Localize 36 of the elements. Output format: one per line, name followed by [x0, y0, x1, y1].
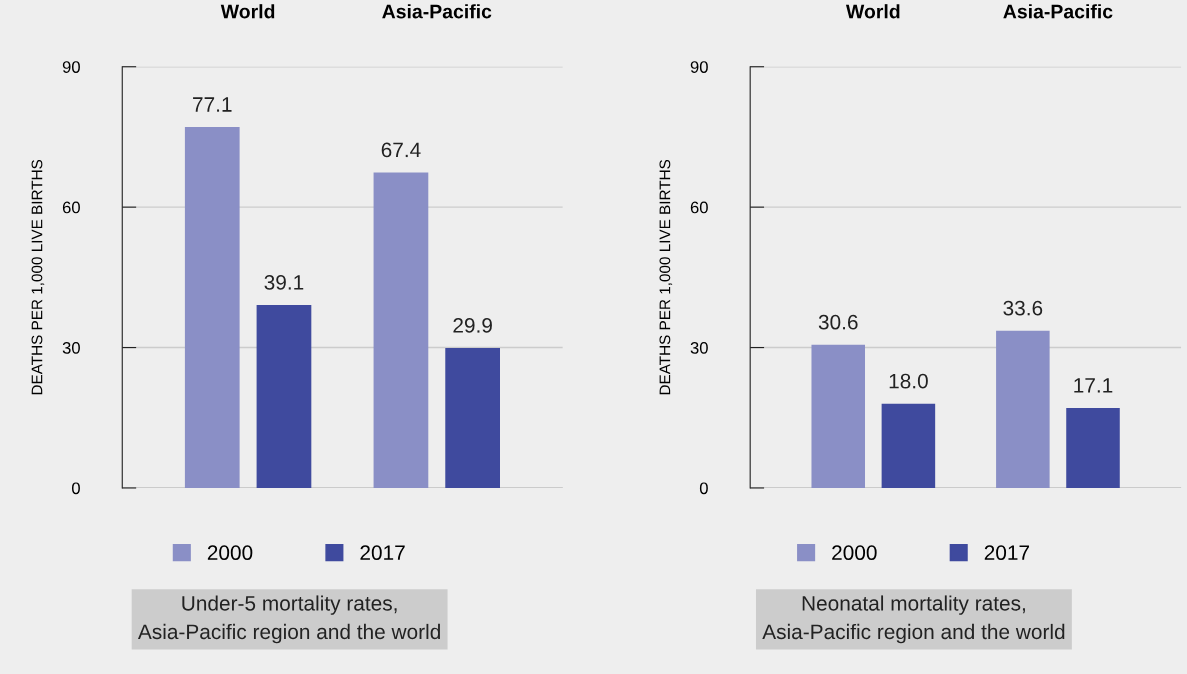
bar	[811, 344, 866, 488]
y-tick-label: 0	[699, 482, 708, 495]
y-tick-label: 0	[71, 482, 80, 495]
bar	[373, 172, 429, 488]
data-label: 67.4	[381, 142, 421, 158]
data-label: 17.1	[1074, 378, 1113, 393]
x-tick-label: Asia-Pacific	[1003, 4, 1113, 19]
x-tick-label: Asia-Pacific	[382, 4, 492, 19]
bar	[881, 403, 936, 488]
text: Neonatal mortality rates, Asia-Pacific region and the world	[762, 595, 1065, 644]
bar	[445, 348, 500, 488]
bar	[996, 330, 1050, 488]
text: Under-5 mortality rates, Asia-Pacific region and the world	[137, 595, 440, 644]
data-label: 30.6	[818, 314, 858, 330]
data-label: 18.0	[889, 373, 928, 389]
data-label: 39.1	[264, 274, 304, 290]
bar	[1066, 407, 1120, 488]
legend-label: 2000	[207, 545, 253, 561]
data-label: 29.9	[453, 318, 492, 333]
data-label: 77.1	[193, 97, 232, 112]
y-tick-label: 30	[690, 341, 708, 354]
y-tick-label: 90	[690, 61, 708, 73]
x-tick-label: World	[220, 4, 275, 19]
y-tick-label: 90	[62, 61, 80, 73]
legend-label: 2000	[832, 545, 877, 561]
y-axis-title: DEATHS PER 1,000 LIVE BIRTHS	[31, 159, 45, 395]
legend-label: 2017	[360, 545, 405, 561]
legend-label: 2017	[984, 545, 1030, 561]
x-tick-label: World	[845, 4, 900, 19]
y-tick-label: 30	[62, 341, 80, 354]
data-label: 33.6	[1003, 300, 1043, 316]
y-tick-label: 60	[62, 201, 80, 214]
y-axis-title: DEATHS PER 1,000 LIVE BIRTHS	[659, 159, 673, 395]
y-tick-label: 60	[690, 201, 708, 214]
bar	[184, 127, 240, 488]
bar	[256, 304, 312, 488]
